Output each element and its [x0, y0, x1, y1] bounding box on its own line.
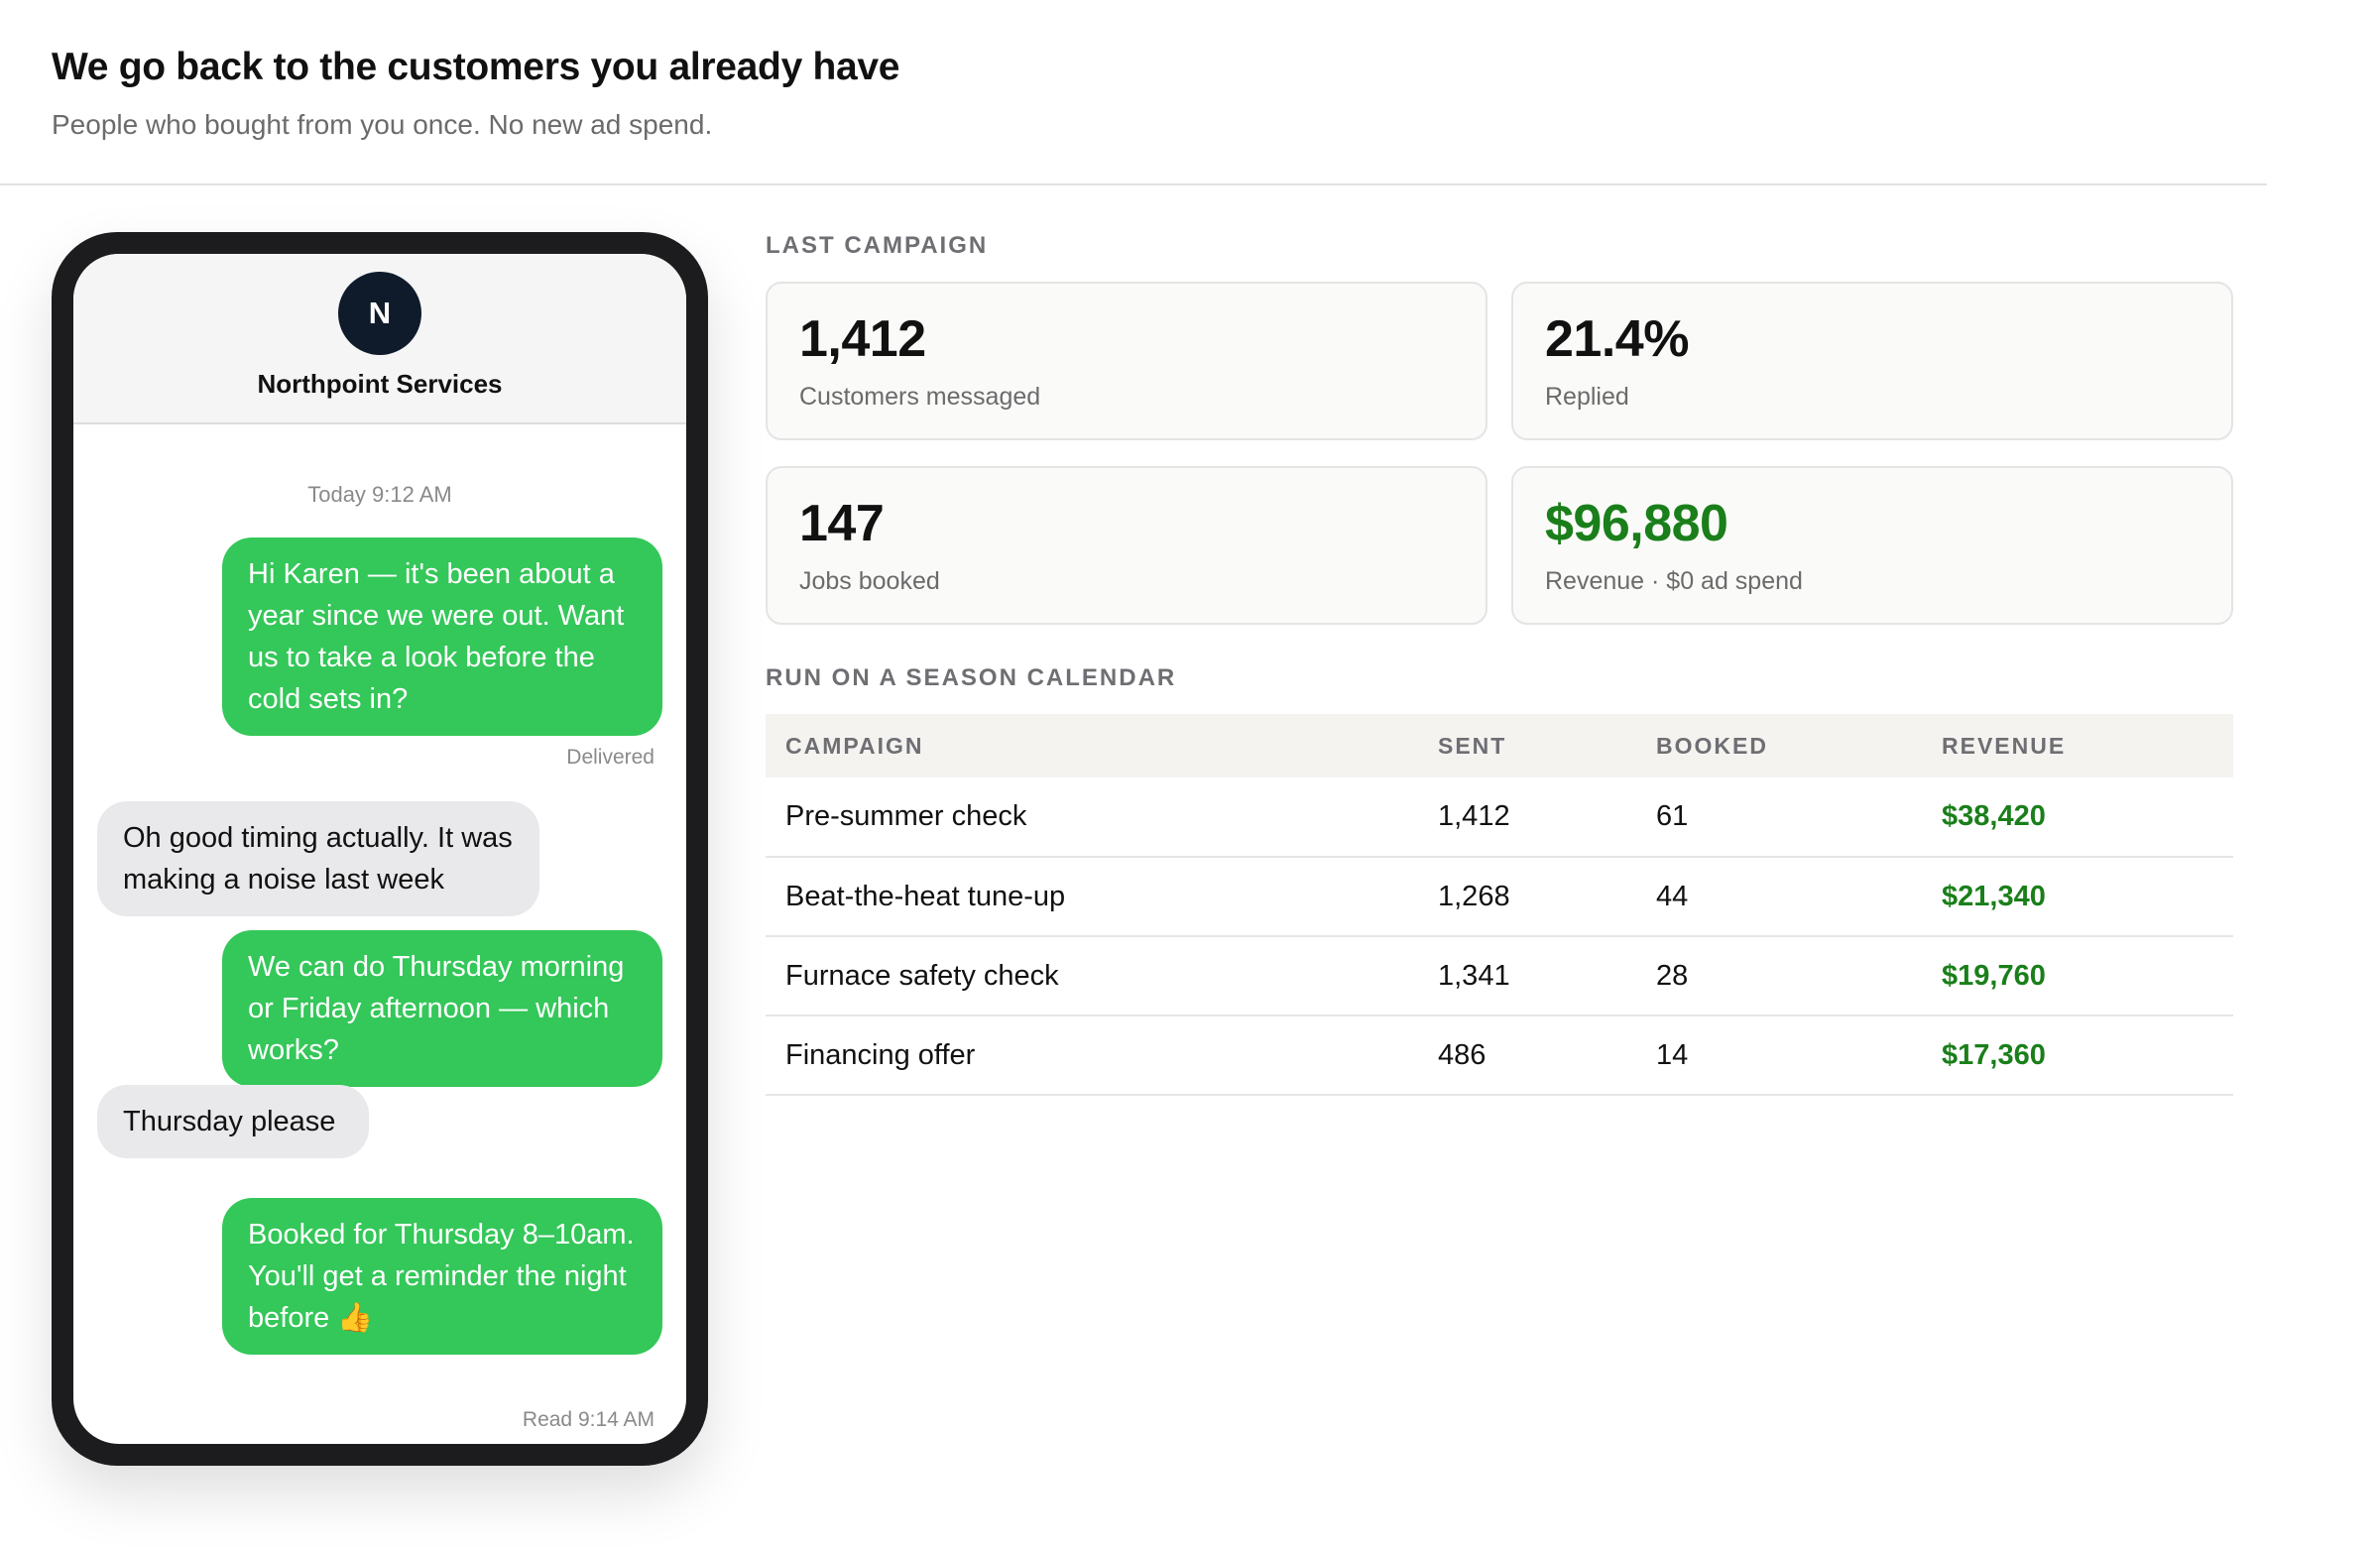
- thread-timestamp: Today 9:12 AM: [307, 482, 452, 507]
- stat-card-replied: 21.4% Replied: [1511, 282, 2233, 440]
- sent-count: 1,412: [1418, 777, 1636, 858]
- message-incoming: Thursday please: [97, 1085, 369, 1158]
- last-campaign-label: LAST CAMPAIGN: [766, 232, 989, 259]
- booked-count: 44: [1636, 857, 1922, 937]
- stat-value: $96,880: [1545, 495, 1728, 552]
- stat-value: 1,412: [799, 310, 926, 368]
- table-row: Pre-summer check 1,412 61 $38,420: [766, 777, 2233, 858]
- campaign-name: Furnace safety check: [766, 936, 1418, 1016]
- chat-header: N Northpoint Services: [73, 254, 686, 424]
- revenue-value: $21,340: [1922, 857, 2233, 937]
- sent-count: 486: [1418, 1015, 1636, 1096]
- booked-count: 14: [1636, 1015, 1922, 1096]
- message-outgoing: We can do Thursday morning or Friday aft…: [222, 930, 662, 1087]
- header-divider: [0, 183, 2267, 185]
- avatar: N: [338, 272, 421, 355]
- stat-card-revenue: $96,880 Revenue · $0 ad spend: [1511, 466, 2233, 625]
- column-header-revenue: REVENUE: [1942, 732, 2067, 759]
- page-subtitle: People who bought from you once. No new …: [52, 109, 713, 140]
- column-header-sent: SENT: [1438, 732, 1507, 759]
- message-status: Read 9:14 AM: [522, 1408, 654, 1431]
- booked-count: 61: [1636, 777, 1922, 858]
- campaign-table: CAMPAIGN SENT BOOKED REVENUE Pre-summer …: [766, 714, 2233, 1096]
- campaign-name: Beat-the-heat tune-up: [766, 857, 1418, 937]
- stat-label: Customers messaged: [799, 383, 1041, 411]
- stat-label: Jobs booked: [799, 567, 940, 595]
- stat-value: 21.4%: [1545, 310, 1689, 368]
- table-row: Beat-the-heat tune-up 1,268 44 $21,340: [766, 857, 2233, 937]
- message-incoming: Oh good timing actually. It was making a…: [97, 801, 539, 916]
- column-header-booked: BOOKED: [1656, 732, 1768, 759]
- sent-count: 1,341: [1418, 936, 1636, 1016]
- booked-count: 28: [1636, 936, 1922, 1016]
- table-header-row: CAMPAIGN SENT BOOKED REVENUE: [766, 714, 2233, 777]
- revenue-value: $38,420: [1922, 777, 2233, 858]
- message-outgoing: Booked for Thursday 8–10am. You'll get a…: [222, 1198, 662, 1355]
- season-calendar-label: RUN ON A SEASON CALENDAR: [766, 664, 1177, 691]
- page-title: We go back to the customers you already …: [52, 46, 900, 88]
- stat-label: Replied: [1545, 383, 1629, 411]
- page-header: We go back to the customers you already …: [52, 46, 900, 141]
- stat-card-messaged: 1,412 Customers messaged: [766, 282, 1488, 440]
- message-status: Delivered: [566, 746, 654, 769]
- sent-count: 1,268: [1418, 857, 1636, 937]
- stat-label: Revenue · $0 ad spend: [1545, 567, 1803, 595]
- revenue-value: $19,760: [1922, 936, 2233, 1016]
- stat-value: 147: [799, 495, 885, 552]
- stat-card-booked: 147 Jobs booked: [766, 466, 1488, 625]
- column-header-campaign: CAMPAIGN: [785, 732, 924, 759]
- campaign-name: Pre-summer check: [766, 777, 1418, 858]
- phone-mockup: N Northpoint Services Today 9:12 AM Hi K…: [52, 232, 708, 1466]
- campaign-name: Financing offer: [766, 1015, 1418, 1096]
- message-outgoing: Hi Karen — it's been about a year since …: [222, 537, 662, 736]
- table-row: Furnace safety check 1,341 28 $19,760: [766, 936, 2233, 1016]
- table-row: Financing offer 486 14 $17,360: [766, 1015, 2233, 1096]
- phone-screen: N Northpoint Services Today 9:12 AM Hi K…: [73, 254, 686, 1444]
- revenue-value: $17,360: [1922, 1015, 2233, 1096]
- contact-name: Northpoint Services: [257, 369, 503, 399]
